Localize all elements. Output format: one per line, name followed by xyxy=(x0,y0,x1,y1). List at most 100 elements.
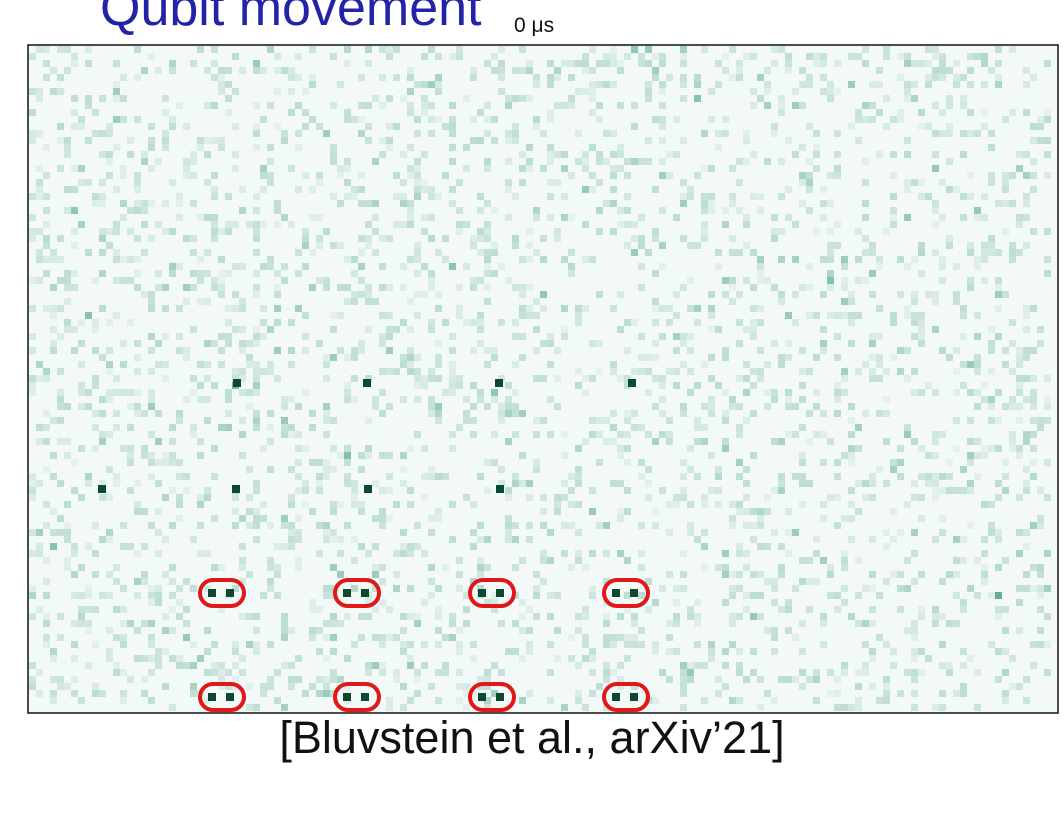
speckle xyxy=(715,501,722,508)
speckle xyxy=(218,277,225,284)
speckle xyxy=(904,81,911,88)
speckle xyxy=(603,200,610,207)
speckle xyxy=(449,375,456,382)
speckle xyxy=(351,494,358,501)
speckle xyxy=(64,438,71,445)
speckle xyxy=(680,683,687,690)
speckle xyxy=(939,515,946,522)
speckle xyxy=(750,249,757,256)
speckle xyxy=(841,256,848,263)
speckle xyxy=(85,627,92,634)
speckle xyxy=(274,564,281,571)
speckle xyxy=(134,116,141,123)
speckle xyxy=(778,438,785,445)
speckle xyxy=(750,193,757,200)
speckle xyxy=(785,354,792,361)
speckle xyxy=(505,158,512,165)
speckle xyxy=(813,151,820,158)
speckle xyxy=(43,522,50,529)
speckle xyxy=(1030,172,1037,179)
speckle xyxy=(141,207,148,214)
speckle xyxy=(603,53,610,60)
speckle xyxy=(463,606,470,613)
speckle xyxy=(1044,109,1051,116)
speckle xyxy=(785,60,792,67)
speckle xyxy=(631,249,638,256)
speckle xyxy=(358,452,365,459)
speckle xyxy=(1030,228,1037,235)
speckle xyxy=(785,403,792,410)
speckle xyxy=(141,67,148,74)
speckle xyxy=(365,60,372,67)
speckle xyxy=(365,200,372,207)
speckle xyxy=(582,305,589,312)
speckle xyxy=(253,361,260,368)
speckle xyxy=(330,326,337,333)
speckle xyxy=(673,368,680,375)
speckle xyxy=(267,102,274,109)
speckle xyxy=(309,634,316,641)
speckle xyxy=(477,326,484,333)
speckle xyxy=(85,102,92,109)
speckle xyxy=(799,578,806,585)
speckle xyxy=(827,690,834,697)
speckle xyxy=(869,648,876,655)
speckle xyxy=(757,543,764,550)
speckle xyxy=(456,648,463,655)
speckle xyxy=(729,249,736,256)
speckle xyxy=(484,60,491,67)
speckle xyxy=(372,249,379,256)
speckle xyxy=(666,172,673,179)
speckle xyxy=(379,599,386,606)
speckle xyxy=(764,690,771,697)
speckle xyxy=(29,333,36,340)
speckle xyxy=(869,81,876,88)
speckle xyxy=(309,410,316,417)
speckle xyxy=(631,235,638,242)
speckle xyxy=(239,340,246,347)
speckle xyxy=(694,382,701,389)
speckle xyxy=(659,172,666,179)
speckle xyxy=(771,235,778,242)
speckle xyxy=(330,536,337,543)
speckle xyxy=(85,46,92,53)
speckle xyxy=(1037,123,1044,130)
speckle xyxy=(638,459,645,466)
speckle xyxy=(575,382,582,389)
speckle xyxy=(498,620,505,627)
speckle xyxy=(729,501,736,508)
speckle xyxy=(71,284,78,291)
speckle xyxy=(519,151,526,158)
speckle xyxy=(113,221,120,228)
speckle xyxy=(99,536,106,543)
speckle xyxy=(960,102,967,109)
speckle xyxy=(526,480,533,487)
speckle xyxy=(666,305,673,312)
speckle xyxy=(1023,326,1030,333)
speckle xyxy=(169,452,176,459)
speckle xyxy=(232,88,239,95)
speckle xyxy=(526,606,533,613)
speckle xyxy=(785,312,792,319)
speckle xyxy=(78,606,85,613)
speckle xyxy=(274,67,281,74)
speckle xyxy=(302,501,309,508)
speckle xyxy=(862,620,869,627)
speckle xyxy=(232,508,239,515)
speckle xyxy=(757,256,764,263)
speckle xyxy=(673,333,680,340)
speckle xyxy=(1044,459,1051,466)
speckle xyxy=(239,557,246,564)
speckle xyxy=(421,473,428,480)
speckle xyxy=(862,410,869,417)
speckle xyxy=(197,214,204,221)
speckle xyxy=(449,144,456,151)
speckle xyxy=(253,375,260,382)
speckle xyxy=(687,368,694,375)
speckle xyxy=(778,95,785,102)
speckle xyxy=(785,396,792,403)
speckle xyxy=(407,550,414,557)
speckle xyxy=(967,81,974,88)
speckle xyxy=(190,389,197,396)
speckle xyxy=(400,263,407,270)
